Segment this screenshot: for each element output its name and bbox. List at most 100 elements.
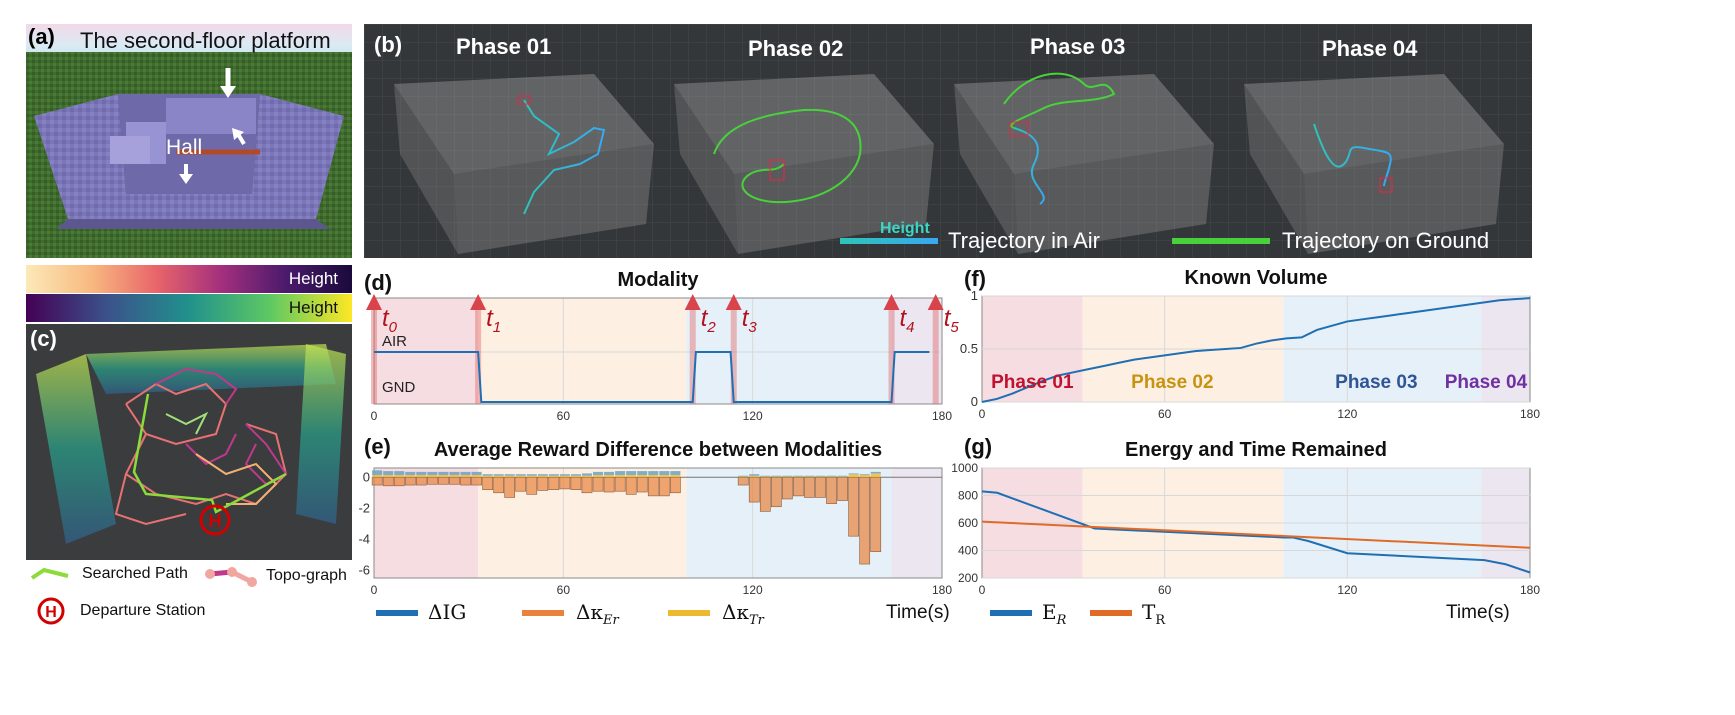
bar-dktr-0 xyxy=(372,474,383,478)
bar-dig-37 xyxy=(837,475,848,477)
title-f: Known Volume xyxy=(1185,267,1328,289)
legend-tr-swatch xyxy=(1090,610,1132,616)
marker-bar-4 xyxy=(888,300,895,404)
legend-dig-swatch xyxy=(376,610,418,616)
bar-dktr-17 xyxy=(559,475,570,478)
bar-dktr-15 xyxy=(537,475,548,478)
searched-path-legend-icon xyxy=(30,567,69,580)
bar-dker-13 xyxy=(515,476,527,492)
bar-dig-38 xyxy=(848,473,859,475)
bar-dig-21 xyxy=(604,471,615,475)
xtick-f-0: 0 xyxy=(979,407,986,421)
marker-sub-2: 2 xyxy=(706,319,716,336)
panel-c-label: (c) xyxy=(30,326,57,351)
bar-dktr-25 xyxy=(648,474,659,478)
marker-label-5: t5 xyxy=(944,305,960,336)
bar-dktr-27 xyxy=(670,474,681,478)
bar-dker-28 xyxy=(737,476,749,486)
bar-dig-7 xyxy=(449,471,460,475)
bar-dker-35 xyxy=(815,476,826,498)
bar-dker-11 xyxy=(493,476,504,494)
bar-dktr-7 xyxy=(449,474,460,478)
xlabel-e: Time(s) xyxy=(886,602,950,623)
bar-dker-7 xyxy=(449,476,460,485)
marker-sub-4: 4 xyxy=(906,319,914,336)
bar-dig-4 xyxy=(416,471,427,475)
bar-dker-34 xyxy=(804,476,815,498)
bar-dker-40 xyxy=(870,476,882,552)
bar-dig-28 xyxy=(738,475,749,477)
departure-station-legend-label: Departure Station xyxy=(80,602,206,619)
bar-dktr-16 xyxy=(548,475,559,478)
marker-sub-3: 3 xyxy=(748,319,757,336)
bar-dig-40 xyxy=(870,471,881,474)
marker-sub-0: 0 xyxy=(389,319,398,336)
bar-dig-34 xyxy=(804,475,815,477)
xtick-f-1: 60 xyxy=(1158,407,1172,421)
height-label: Height xyxy=(880,220,930,237)
legend-dker-sub: Er xyxy=(602,613,619,628)
legend-dker-name: Δκ xyxy=(576,600,603,624)
bar-dker-24 xyxy=(636,476,648,493)
bar-dktr-23 xyxy=(626,474,637,478)
bar-dktr-32 xyxy=(782,476,793,478)
bar-dktr-14 xyxy=(526,475,537,478)
xtick-f-2: 120 xyxy=(1337,407,1357,421)
bar-dig-27 xyxy=(670,471,681,475)
bar-dker-37 xyxy=(837,476,848,501)
phase-label-f-4: Phase 04 xyxy=(1445,372,1528,393)
bar-dker-17 xyxy=(559,476,571,490)
bar-dktr-2 xyxy=(394,474,405,478)
legend-ground: Trajectory on Ground xyxy=(1282,228,1490,253)
panel-e-label: (e) xyxy=(364,434,391,459)
bar-dktr-30 xyxy=(760,476,771,478)
colorbar-warm: Height xyxy=(26,265,352,293)
bar-dktr-31 xyxy=(771,476,782,478)
legend-dktr-name: Δκ xyxy=(722,600,749,624)
bar-dig-32 xyxy=(782,475,793,477)
series-line-g-1 xyxy=(981,520,1531,549)
bar-dker-14 xyxy=(526,476,538,495)
phase-band-e-1 xyxy=(374,468,479,578)
bar-dker-36 xyxy=(826,476,837,504)
legend-g: ER TR xyxy=(986,600,1286,630)
ytick-f-1: 0.5 xyxy=(960,341,978,356)
legend-er-label: ER xyxy=(1042,600,1066,628)
bar-dig-2 xyxy=(394,471,405,475)
bar-dker-1 xyxy=(382,476,394,487)
bar-dig-17 xyxy=(559,474,570,476)
bar-dker-15 xyxy=(537,476,549,491)
bar-dktr-1 xyxy=(383,474,394,478)
bar-dker-8 xyxy=(460,476,471,486)
bar-dktr-12 xyxy=(504,475,515,478)
axes-frame-e xyxy=(373,467,943,579)
bar-dktr-11 xyxy=(493,475,504,478)
bar-dktr-21 xyxy=(604,474,615,478)
bar-dig-35 xyxy=(815,475,826,477)
bar-dktr-39 xyxy=(859,474,870,478)
bar-dig-13 xyxy=(515,474,526,476)
legend-dker-label: ΔκEr xyxy=(576,600,619,628)
phase-box-2 xyxy=(674,74,934,254)
bar-dig-8 xyxy=(460,471,471,475)
bar-dker-31 xyxy=(770,476,782,508)
bar-dker-4 xyxy=(415,476,427,486)
bar-dig-6 xyxy=(438,471,449,475)
departure-station-marker-symbol: H xyxy=(209,511,222,531)
bar-dker-0 xyxy=(371,476,383,486)
legend-air: Trajectory in Air xyxy=(948,228,1101,253)
bar-dig-33 xyxy=(793,475,804,477)
phase-band-d-2 xyxy=(478,298,687,404)
phase-box-1 xyxy=(394,74,654,254)
bar-dig-11 xyxy=(493,474,504,476)
legend-dktr-sub: Tr xyxy=(748,613,764,628)
legend-tr-name: T xyxy=(1142,600,1156,624)
ytick-e-2: -4 xyxy=(358,531,370,546)
bar-dker-38 xyxy=(848,476,859,537)
marker-sub-1: 1 xyxy=(493,319,501,336)
panel-g-label: (g) xyxy=(964,434,993,459)
marker-arrow-3 xyxy=(725,294,742,310)
xtick-g-1: 60 xyxy=(1158,583,1172,597)
bar-dktr-38 xyxy=(848,474,859,478)
bar-dker-16 xyxy=(548,476,560,490)
